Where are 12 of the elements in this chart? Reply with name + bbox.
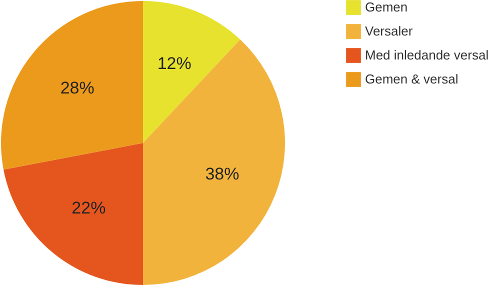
data-label: 12%	[157, 54, 192, 73]
legend-label: Med inledande versal	[365, 48, 489, 62]
pie-slice	[4, 143, 143, 285]
pie-slice	[143, 1, 240, 143]
pie-slice	[143, 39, 285, 285]
data-label: 22%	[72, 198, 106, 218]
legend-label: Versaler	[365, 24, 414, 38]
pie-slice	[1, 1, 143, 170]
data-label: 38%	[205, 164, 240, 184]
legend-label: Gemen & versal	[365, 72, 458, 86]
legend-label: Gemen	[365, 0, 408, 14]
data-label: 28%	[60, 78, 94, 98]
